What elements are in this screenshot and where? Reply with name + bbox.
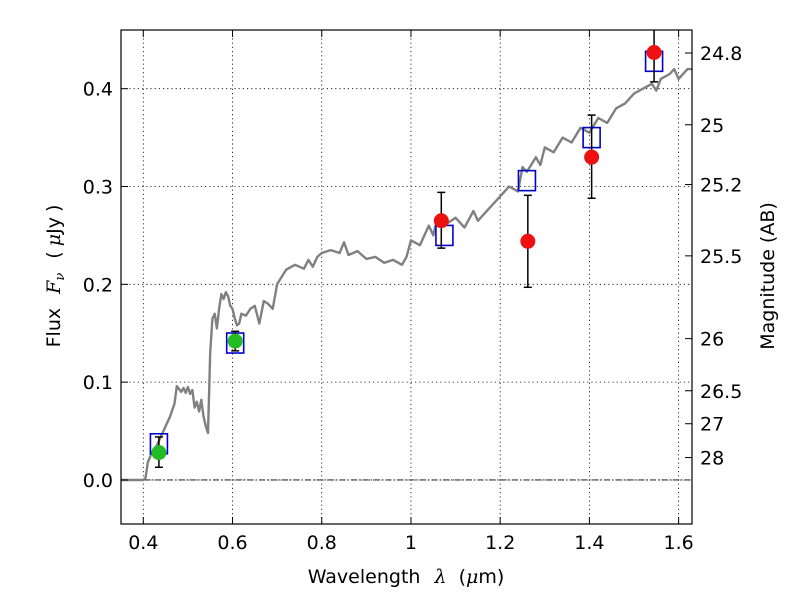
- y-axis-label-symbol: F: [43, 280, 65, 295]
- data-series: [121, 30, 692, 482]
- x-tick-label: 0.8: [307, 532, 337, 554]
- right-axis-label: Magnitude (AB): [757, 202, 779, 350]
- grid-lines: [121, 30, 692, 524]
- right-tick-label: 24.8: [700, 43, 742, 65]
- right-tick-label: 26: [700, 329, 724, 351]
- observed-point: [151, 445, 167, 461]
- x-tick-label: 0.4: [128, 532, 158, 554]
- right-tick-label: 28: [700, 448, 724, 470]
- y-axis-label-unit-open: (: [43, 251, 65, 258]
- right-tick-label: 27: [700, 414, 724, 436]
- x-axis-label-unit-mu: μ: [466, 566, 478, 588]
- x-tick-label: 1.4: [574, 532, 604, 554]
- y-axis-label-unit-mu: μ: [43, 234, 65, 246]
- x-axis-label-symbol: λ: [433, 566, 446, 588]
- right-tick-label: 26.5: [700, 381, 742, 403]
- x-tick-label: 0.6: [217, 532, 247, 554]
- x-axis-label-unit-open: (: [459, 566, 466, 588]
- observed-point: [227, 333, 243, 349]
- model-photometry-square: [435, 224, 454, 247]
- axis-ticks: 0.4 0.6 0.8 1 1.2 1.4 1.6 0.0 0.1 0.2 0.3 0.4 24.8 25…: [83, 30, 742, 554]
- observed-point: [520, 233, 536, 249]
- y-tick-label: 0.0: [83, 470, 113, 492]
- model-photometry-square: [517, 169, 537, 192]
- y-tick-label: 0.1: [83, 372, 113, 394]
- right-tick-label: 25.2: [700, 175, 742, 197]
- right-tick-label: 25: [700, 115, 724, 137]
- y-axis-label-unit-close: ): [43, 205, 65, 212]
- model-spectrum-line: [121, 67, 692, 482]
- y-tick-label: 0.3: [83, 177, 113, 199]
- y-axis-label: Flux Fν ( μJy): [43, 205, 69, 348]
- x-axis-label: Wavelength λ (μm): [308, 566, 505, 588]
- x-tick-label: 1: [405, 532, 417, 554]
- right-tick-label: 25.5: [700, 246, 742, 268]
- y-axis-label-unit-rest: Jy: [43, 217, 65, 235]
- x-axis-label-prefix: Wavelength: [308, 566, 421, 588]
- y-tick-label: 0.4: [83, 79, 113, 101]
- observed-point: [646, 44, 662, 60]
- observed-point: [584, 149, 600, 165]
- x-tick-label: 1.6: [664, 532, 694, 554]
- y-tick-label: 0.2: [83, 274, 113, 296]
- x-axis-label-unit-rest: m): [478, 566, 504, 588]
- observed-point: [433, 213, 449, 229]
- plot-frame: [120, 29, 693, 525]
- y-axis-label-prefix: Flux: [43, 308, 65, 348]
- x-tick-label: 1.2: [485, 532, 515, 554]
- y-axis-label-subscript: ν: [53, 273, 68, 281]
